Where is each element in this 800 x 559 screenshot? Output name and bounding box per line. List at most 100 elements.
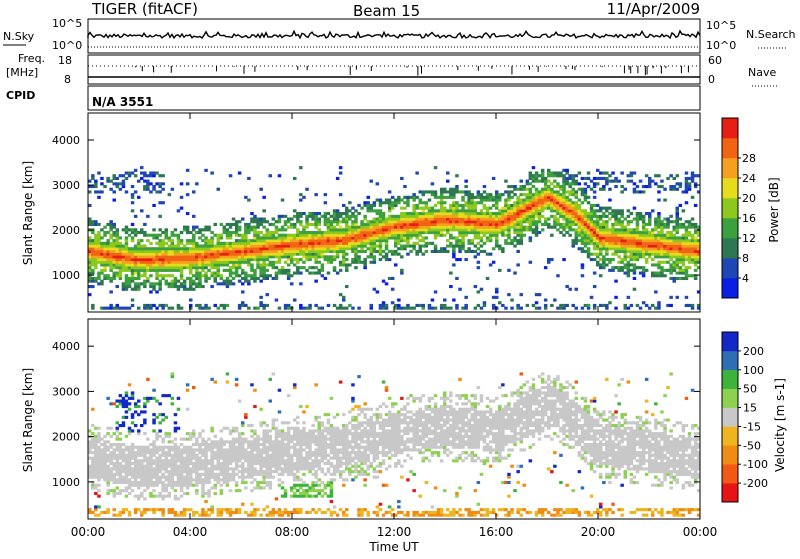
power-cell — [449, 236, 453, 239]
power-cell — [458, 226, 462, 229]
power-cell — [498, 209, 502, 212]
power-cell — [269, 250, 273, 253]
power-cell — [333, 242, 337, 245]
power-cell — [654, 223, 658, 226]
power-cell — [262, 266, 266, 269]
velocity-cell — [88, 446, 92, 449]
power-cell — [559, 223, 563, 226]
velocity-cell — [119, 454, 123, 457]
power-cell — [590, 226, 594, 229]
velocity-cell — [113, 443, 117, 446]
power-cell — [106, 180, 110, 183]
power-cell — [669, 255, 673, 258]
velocity-cell — [217, 462, 221, 465]
power-cell — [354, 258, 358, 261]
power-cell — [498, 218, 502, 221]
power-cell — [204, 266, 208, 269]
power-cell — [648, 185, 652, 188]
power-cell — [311, 231, 315, 234]
velocity-cell — [174, 413, 178, 416]
power-cell — [122, 185, 126, 188]
velocity-cell — [149, 462, 153, 465]
power-cell — [360, 226, 364, 229]
power-cell — [412, 196, 416, 199]
power-cell — [455, 223, 459, 226]
power-cell — [217, 253, 221, 256]
velocity-cell — [207, 462, 211, 465]
power-cell — [403, 226, 407, 229]
power-cell — [287, 234, 291, 237]
velocity-cell — [189, 451, 193, 454]
power-cell — [106, 177, 110, 180]
power-cell — [382, 236, 386, 239]
power-cell — [593, 212, 597, 215]
power-cell — [311, 272, 315, 275]
power-cell — [318, 247, 322, 250]
power-cell — [217, 255, 221, 258]
power-cell — [189, 299, 193, 302]
power-cell — [88, 242, 92, 245]
power-cell — [379, 253, 383, 256]
power-cell — [547, 218, 551, 221]
power-cell — [645, 239, 649, 242]
power-cell — [266, 255, 270, 258]
power-cell — [305, 245, 309, 248]
velocity-cell — [149, 492, 153, 495]
power-cell — [596, 215, 600, 218]
power-cell — [113, 272, 117, 275]
power-cell — [180, 261, 184, 264]
power-cell — [146, 250, 150, 253]
power-cell — [137, 196, 141, 199]
velocity-cell — [122, 416, 126, 419]
power-cell — [428, 190, 432, 193]
velocity-cell — [201, 465, 205, 468]
power-cell — [633, 188, 637, 191]
power-cell — [103, 253, 107, 256]
power-cell — [605, 231, 609, 234]
power-cell — [269, 174, 273, 177]
power-cell — [327, 250, 331, 253]
power-cell — [318, 307, 322, 310]
velocity-cell — [183, 465, 187, 468]
power-cell — [581, 193, 585, 196]
power-cell — [529, 177, 533, 180]
power-cell — [657, 255, 661, 258]
power-cell — [691, 223, 695, 226]
velocity-cell — [140, 424, 144, 427]
power-cell — [161, 239, 165, 242]
power-cell — [660, 242, 664, 245]
power-cell — [489, 231, 493, 234]
power-cell — [611, 231, 615, 234]
velocity-cell — [122, 451, 126, 454]
power-cell — [146, 185, 150, 188]
power-cell — [691, 226, 695, 229]
power-cell — [324, 277, 328, 280]
velocity-cell — [91, 424, 95, 427]
velocity-cell — [161, 465, 165, 468]
velocity-cell — [140, 492, 144, 495]
power-cell — [262, 304, 266, 307]
power-cell — [256, 239, 260, 242]
power-cell — [575, 207, 579, 210]
power-cell — [299, 258, 303, 261]
power-cell — [440, 250, 444, 253]
power-cell — [440, 215, 444, 218]
power-cell — [654, 290, 658, 293]
power-cell — [327, 272, 331, 275]
date-title: 11/Apr/2009 — [607, 0, 700, 18]
power-cell — [238, 228, 242, 231]
power-cell — [691, 307, 695, 310]
power-cell — [272, 223, 276, 226]
velocity-cell — [122, 457, 126, 460]
power-cell — [275, 272, 279, 275]
power-cell — [324, 212, 328, 215]
power-cell — [406, 239, 410, 242]
power-cell — [645, 304, 649, 307]
power-cell — [449, 285, 453, 288]
velocity-cell — [94, 459, 98, 462]
velocity-cell — [198, 446, 202, 449]
velocity-cell — [109, 443, 113, 446]
power-cell — [348, 215, 352, 218]
power-cell — [602, 245, 606, 248]
power-cell — [568, 204, 572, 207]
